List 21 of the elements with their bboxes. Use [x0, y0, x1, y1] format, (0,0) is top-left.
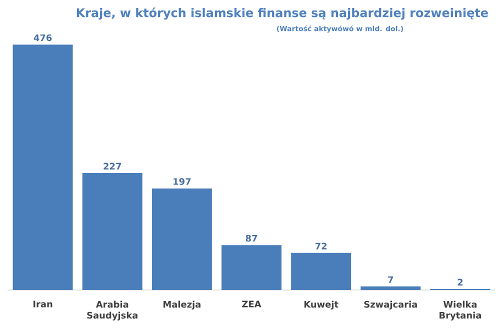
x-tick-label: Szwajcaria [364, 300, 417, 310]
x-tick-label: Arabia Saudyjska [87, 300, 138, 320]
bar [360, 286, 421, 290]
x-tick-label: ZEA [242, 300, 262, 308]
data-label: 7 [388, 276, 394, 283]
bar [291, 252, 352, 290]
x-tick-label: Iran [34, 300, 52, 308]
chart-title: Kraje, w których islamskie finanse są najbardziej rozweinięte [76, 8, 488, 20]
data-label: 2 [458, 278, 463, 286]
x-tick-label: Malezja [164, 300, 200, 310]
data-label: 227 [104, 162, 122, 170]
bar [12, 44, 73, 290]
data-label: 197 [174, 178, 191, 185]
data-label: 476 [34, 34, 52, 42]
x-tick-label: Kuwejt [304, 300, 338, 310]
x-tick-label: Wielka Brytania [440, 300, 481, 320]
data-label: 87 [246, 234, 258, 242]
data-label: 72 [315, 242, 327, 250]
bar [222, 245, 282, 290]
bar [82, 172, 142, 290]
bar [152, 188, 212, 290]
